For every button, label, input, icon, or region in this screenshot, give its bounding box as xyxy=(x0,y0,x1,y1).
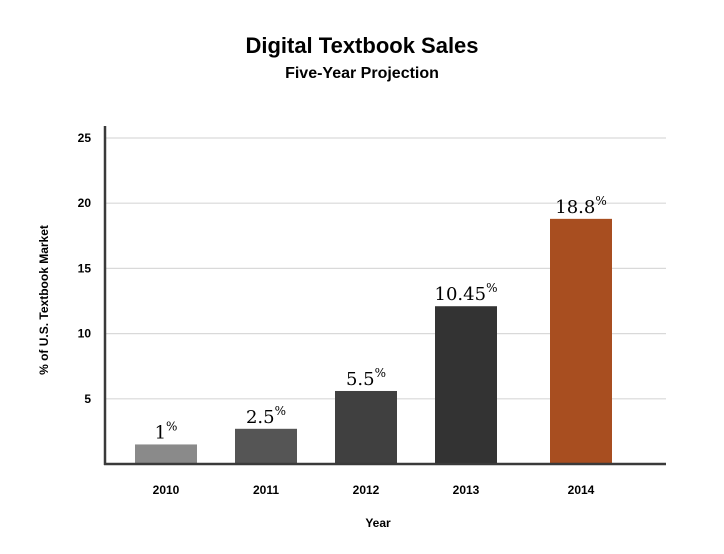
y-tick-label: 15 xyxy=(78,261,92,275)
x-tick-labels: 2010 2011 2012 2013 2014 xyxy=(153,483,595,497)
x-tick-label: 2014 xyxy=(568,483,595,497)
bar-2013 xyxy=(435,306,497,464)
x-tick-label: 2013 xyxy=(453,483,480,497)
data-label-value: 5.5 xyxy=(346,369,375,390)
data-labels: 1% 2.5%5.5%10.45%18.8% xyxy=(155,194,607,444)
y-tick-label: 10 xyxy=(78,327,92,341)
bar-2012 xyxy=(335,390,397,464)
x-tick-label: 2011 xyxy=(253,483,279,497)
x-tick-label: 2010 xyxy=(153,483,180,497)
bar-2011 xyxy=(235,428,297,464)
x-axis-label: Year xyxy=(365,516,391,530)
data-label-unit: % xyxy=(595,194,606,208)
bars xyxy=(135,218,612,464)
data-label-unit: % xyxy=(486,281,497,295)
y-tick-label: 5 xyxy=(84,392,91,406)
y-tick-label: 25 xyxy=(78,131,92,145)
axes xyxy=(103,126,666,466)
chart-subtitle: Five-Year Projection xyxy=(285,65,439,82)
data-label-value: 18.8 xyxy=(555,197,595,218)
chart-title: Digital Textbook Sales xyxy=(245,33,478,58)
data-label-value: 2.5 xyxy=(246,407,275,428)
data-label-value: 10.45 xyxy=(435,284,487,305)
data-label-2011: 2.5% xyxy=(246,404,286,428)
data-label-2010: 1% xyxy=(155,419,178,443)
data-label-2014: 18.8% xyxy=(555,194,606,218)
data-label-unit: % xyxy=(166,419,177,433)
data-label-2013: 10.45% xyxy=(435,281,498,305)
data-label-2012: 5.5% xyxy=(346,366,386,390)
bar-2014 xyxy=(550,218,612,464)
bar-2010 xyxy=(135,444,197,464)
x-tick-label: 2012 xyxy=(353,483,380,497)
y-tick-label: 20 xyxy=(78,196,92,210)
data-label-unit: % xyxy=(375,366,386,380)
data-label-unit: % xyxy=(275,404,286,418)
y-axis-label: % of U.S. Textbook Market xyxy=(37,225,51,375)
y-tick-labels: 5 10 15 20 25 xyxy=(78,131,92,406)
data-label-value: 1 xyxy=(155,422,166,443)
